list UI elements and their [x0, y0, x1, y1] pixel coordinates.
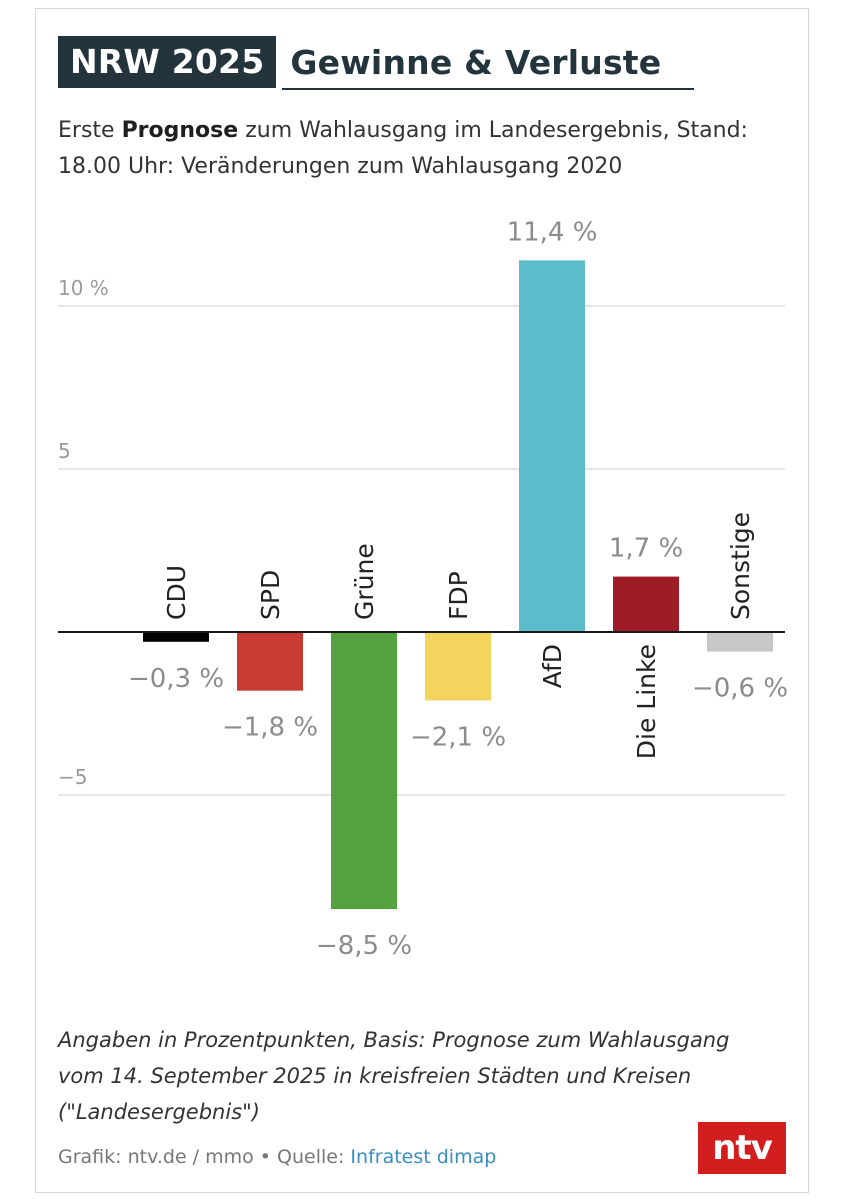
- bar: [331, 632, 397, 910]
- bar: [613, 576, 679, 632]
- category-label: AfD: [538, 644, 567, 688]
- data-label: 1,7 %: [609, 534, 683, 564]
- data-label: −1,8 %: [222, 713, 318, 743]
- category-label: Die Linke: [632, 644, 661, 759]
- bar: [237, 632, 303, 691]
- title-underline: [282, 88, 694, 90]
- bar: [143, 632, 209, 642]
- category-label: Grüne: [350, 543, 379, 620]
- header-title: Gewinne & Verluste: [290, 42, 662, 82]
- data-label: 11,4 %: [507, 217, 598, 247]
- bar: [425, 632, 491, 701]
- bar: [519, 260, 585, 632]
- category-label: FDP: [444, 571, 473, 620]
- category-label: CDU: [162, 565, 191, 620]
- ntv-logo: ntv: [698, 1122, 786, 1174]
- source-link[interactable]: Infratest dimap: [350, 1146, 497, 1168]
- header-badge: NRW 2025: [58, 36, 277, 88]
- subtitle: Erste Prognose zum Wahlausgang im Landes…: [58, 113, 788, 185]
- footnote: Angaben in Prozentpunkten, Basis: Progno…: [58, 1028, 730, 1124]
- data-label: −0,3 %: [128, 664, 224, 694]
- data-label: −8,5 %: [316, 931, 412, 961]
- source-prefix: Grafik: ntv.de / mmo • Quelle:: [58, 1146, 351, 1168]
- bar-chart: 10 % 5 −5 −0,3 % CDU −1,8 % SPD −8,5 % Grüne −2,1…: [58, 217, 788, 961]
- subtitle-prefix: Erste: [58, 118, 122, 143]
- y-tick-label: 5: [58, 439, 71, 463]
- subtitle-rest: zum Wahlausgang im Landesergebnis, Stand…: [58, 118, 748, 179]
- header: NRW 2025 Gewinne & Verluste: [58, 35, 661, 89]
- category-label: SPD: [256, 570, 285, 620]
- data-label: −0,6 %: [692, 674, 788, 704]
- data-label: −2,1 %: [410, 722, 506, 752]
- category-label: Sonstige: [726, 512, 755, 620]
- bar: [707, 632, 773, 652]
- source-line: Grafik: ntv.de / mmo • Quelle: Infratest…: [58, 1146, 496, 1168]
- graphic-card: [35, 8, 809, 1193]
- y-tick-label: 10 %: [58, 276, 109, 300]
- y-tick-label: −5: [58, 765, 87, 789]
- subtitle-bold: Prognose: [121, 118, 239, 143]
